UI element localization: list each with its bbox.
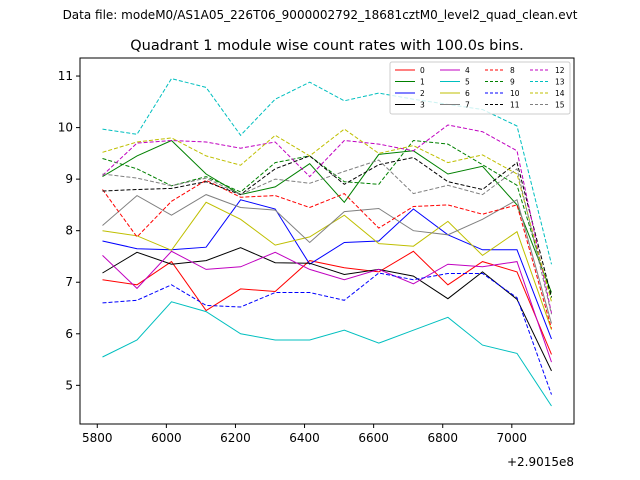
y-tick-label: 9 — [65, 172, 73, 186]
x-tick-label: 6400 — [289, 431, 320, 445]
x-tick-label: 6800 — [427, 431, 458, 445]
legend-label-0: 0 — [420, 66, 425, 75]
series-line-11 — [102, 155, 552, 297]
y-tick-label: 8 — [65, 224, 73, 238]
legend-label-11: 11 — [510, 101, 520, 110]
legend-label-5: 5 — [465, 78, 470, 87]
y-tick-label: 6 — [65, 327, 73, 341]
series-line-7 — [102, 194, 552, 324]
legend-label-15: 15 — [555, 101, 565, 110]
y-tick-label: 7 — [65, 275, 73, 289]
series-line-14 — [102, 128, 552, 302]
x-tick-label: 6600 — [358, 431, 389, 445]
legend-label-12: 12 — [555, 66, 565, 75]
series-line-3 — [102, 247, 552, 372]
x-tick-label: 7000 — [497, 431, 528, 445]
legend-label-8: 8 — [510, 66, 515, 75]
y-tick-label: 10 — [58, 121, 73, 135]
x-tick-label: 6000 — [151, 431, 182, 445]
x-tick-label: 6200 — [220, 431, 251, 445]
chart-suptitle: Data file: modeM0/AS1A05_226T06_90000027… — [63, 8, 578, 22]
legend-label-2: 2 — [420, 89, 425, 98]
legend-label-6: 6 — [465, 89, 470, 98]
series-line-0 — [102, 250, 552, 355]
x-offset-label: +2.9015e8 — [507, 455, 574, 469]
legend-label-7: 7 — [465, 101, 470, 110]
series-line-2 — [102, 199, 552, 340]
series-line-4 — [102, 250, 552, 363]
series-line-10 — [102, 272, 552, 395]
series-line-15 — [102, 159, 552, 315]
legend-box — [389, 61, 571, 115]
series-line-8 — [102, 179, 552, 329]
chart-title: Quadrant 1 module wise count rates with … — [130, 38, 524, 54]
series-line-6 — [102, 201, 552, 330]
plot-area — [102, 78, 552, 407]
y-tick-label: 11 — [58, 69, 73, 83]
legend-label-13: 13 — [555, 78, 565, 87]
series-line-12 — [102, 124, 552, 314]
x-tick-label: 5800 — [82, 431, 113, 445]
legend-label-14: 14 — [555, 89, 565, 98]
legend-label-1: 1 — [420, 78, 425, 87]
series-line-5 — [102, 301, 552, 407]
legend-label-4: 4 — [465, 66, 470, 75]
legend-label-3: 3 — [420, 101, 425, 110]
legend-label-9: 9 — [510, 78, 515, 87]
plot-frame — [79, 57, 575, 425]
y-tick-label: 5 — [65, 378, 73, 392]
series-line-1 — [102, 139, 552, 293]
series-line-9 — [102, 139, 552, 298]
legend-label-10: 10 — [510, 89, 520, 98]
